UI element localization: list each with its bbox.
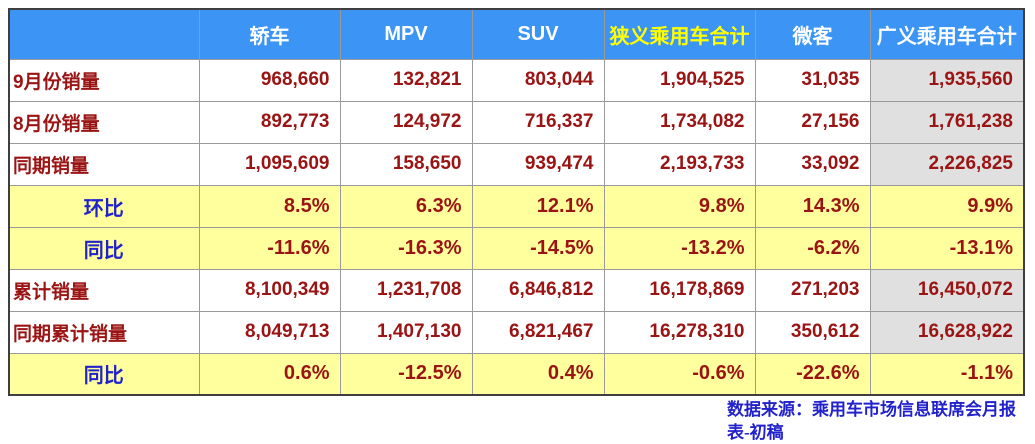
table-cell: -1.1%: [869, 352, 1025, 396]
column-header: SUV: [471, 8, 605, 60]
table-row: 同比 0.6% -12.5% 0.4% -0.6% -22.6% -1.1%: [8, 352, 1025, 396]
data-source-note: 数据来源：乘用车市场信息联席会月报表-初稿: [727, 400, 1016, 442]
row-label: 环比: [8, 184, 200, 228]
row-label: 8月份销量: [8, 100, 200, 144]
table-cell: 9.9%: [869, 184, 1025, 228]
table-cell: 271,203: [754, 268, 871, 312]
table-cell: 2,226,825: [869, 142, 1025, 186]
table-row: 9月份销量 968,660 132,821 803,044 1,904,525 31,03…: [8, 58, 1025, 102]
corner-header-cell: [8, 8, 200, 60]
table-cell: -11.6%: [198, 226, 341, 270]
table-cell: 12.1%: [471, 184, 605, 228]
table-cell: 0.6%: [198, 352, 341, 396]
table-cell: 16,178,869: [603, 268, 756, 312]
table-row: 8月份销量 892,773 124,972 716,337 1,734,082 27,15…: [8, 100, 1025, 144]
table-cell: 1,407,130: [339, 310, 473, 354]
table-row: 环比 8.5% 6.3% 12.1% 9.8% 14.3% 9.9%: [8, 184, 1025, 228]
table-cell: 716,337: [471, 100, 605, 144]
table-cell: 939,474: [471, 142, 605, 186]
table-cell: -22.6%: [754, 352, 871, 396]
table-cell: 6,821,467: [471, 310, 605, 354]
row-label: 同期销量: [8, 142, 200, 186]
table-cell: 892,773: [198, 100, 341, 144]
table-cell: 27,156: [754, 100, 871, 144]
table-body: 9月份销量 968,660 132,821 803,044 1,904,525 31,03…: [8, 58, 1025, 396]
row-label: 同期累计销量: [8, 310, 200, 354]
column-header: 狭义乘用车合计: [603, 8, 756, 60]
table-cell: 1,095,609: [198, 142, 341, 186]
table-cell: 16,278,310: [603, 310, 756, 354]
table-cell: 33,092: [754, 142, 871, 186]
table-cell: 8,049,713: [198, 310, 341, 354]
table-header: 轿车 MPV SUV 狭义乘用车合计 微客 广义乘用车合计: [8, 8, 1025, 60]
table-cell: 124,972: [339, 100, 473, 144]
row-label: 9月份销量: [8, 58, 200, 102]
header-row: 轿车 MPV SUV 狭义乘用车合计 微客 广义乘用车合计: [8, 8, 1025, 60]
table-cell: 968,660: [198, 58, 341, 102]
table-cell: 1,935,560: [869, 58, 1025, 102]
table-cell: 1,904,525: [603, 58, 756, 102]
table-cell: 803,044: [471, 58, 605, 102]
table-row: 同期销量 1,095,609 158,650 939,474 2,193,733 33,0…: [8, 142, 1025, 186]
table-cell: -13.2%: [603, 226, 756, 270]
table-cell: 1,734,082: [603, 100, 756, 144]
table-cell: 158,650: [339, 142, 473, 186]
table-row: 累计销量 8,100,349 1,231,708 6,846,812 16,178,86…: [8, 268, 1025, 312]
table-row: 同期累计销量 8,049,713 1,407,130 6,821,467 16,278,…: [8, 310, 1025, 354]
sales-table: 轿车 MPV SUV 狭义乘用车合计 微客 广义乘用车合计 9月份销量 968,660 132…: [8, 8, 1025, 396]
table-cell: 350,612: [754, 310, 871, 354]
table-cell: 31,035: [754, 58, 871, 102]
column-header: 微客: [754, 8, 871, 60]
table-cell: 6,846,812: [471, 268, 605, 312]
table-cell: 14.3%: [754, 184, 871, 228]
table-cell: -14.5%: [471, 226, 605, 270]
table-cell: -0.6%: [603, 352, 756, 396]
table-cell: 6.3%: [339, 184, 473, 228]
table-footnote: 数据来源：乘用车市场信息联席会月报表-初稿 综合销量是指国内零售销量: [727, 398, 1035, 444]
table-cell: 16,628,922: [869, 310, 1025, 354]
table-cell: 16,450,072: [869, 268, 1025, 312]
table-cell: -16.3%: [339, 226, 473, 270]
table-cell: 1,761,238: [869, 100, 1025, 144]
column-header: 轿车: [198, 8, 341, 60]
table-row: 同比 -11.6% -16.3% -14.5% -13.2% -6.2% -13.1%: [8, 226, 1025, 270]
table-cell: -6.2%: [754, 226, 871, 270]
table-cell: -12.5%: [339, 352, 473, 396]
table-cell: 132,821: [339, 58, 473, 102]
table-cell: 8.5%: [198, 184, 341, 228]
table-cell: 1,231,708: [339, 268, 473, 312]
column-header: 广义乘用车合计: [869, 8, 1025, 60]
column-header: MPV: [339, 8, 473, 60]
table-cell: 9.8%: [603, 184, 756, 228]
row-label: 累计销量: [8, 268, 200, 312]
table-cell: 0.4%: [471, 352, 605, 396]
row-label: 同比: [8, 352, 200, 396]
row-label: 同比: [8, 226, 200, 270]
table-cell: 2,193,733: [603, 142, 756, 186]
table-cell: 8,100,349: [198, 268, 341, 312]
table-cell: -13.1%: [869, 226, 1025, 270]
